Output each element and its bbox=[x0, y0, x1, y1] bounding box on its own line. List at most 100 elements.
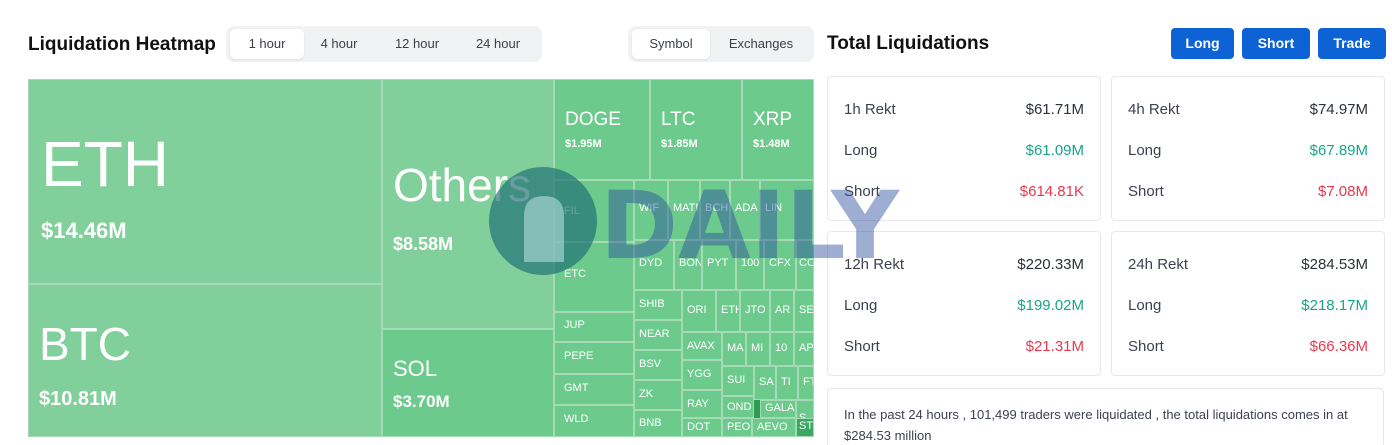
tile-value: $1.95M bbox=[565, 138, 602, 150]
heatmap-tile[interactable]: SA bbox=[754, 366, 776, 400]
tile-symbol: DOT bbox=[687, 421, 711, 433]
heatmap-tile[interactable]: AEVO bbox=[752, 418, 796, 437]
tile-value: $3.70M bbox=[393, 392, 450, 411]
tile-symbol: BTC bbox=[39, 318, 131, 370]
heatmap-tile[interactable]: ST bbox=[796, 418, 814, 437]
heatmap-tile[interactable]: PYT bbox=[702, 240, 736, 290]
heatmap-tile[interactable]: ZK bbox=[634, 380, 682, 410]
tile-symbol: XRP bbox=[753, 109, 793, 130]
tile-symbol: SA bbox=[759, 376, 774, 388]
short-value: $21.31M bbox=[1025, 338, 1084, 355]
long-value: $218.17M bbox=[1301, 297, 1368, 314]
heatmap-tile[interactable]: ETH $14.46M bbox=[28, 79, 382, 284]
heatmap-tile[interactable]: 10 bbox=[770, 332, 794, 366]
heatmap-tile[interactable]: DYD bbox=[634, 240, 674, 290]
heatmap-tile[interactable]: JUP bbox=[554, 312, 634, 342]
heatmap-tile[interactable]: ETH bbox=[716, 290, 740, 332]
tile-symbol: LIN bbox=[765, 202, 783, 214]
heatmap-tile[interactable]: SUI bbox=[722, 366, 754, 396]
tab-12-hour[interactable]: 12 hour bbox=[394, 36, 440, 51]
tab-4-hour[interactable]: 4 hour bbox=[320, 36, 358, 51]
short-value: $66.36M bbox=[1309, 338, 1368, 355]
heatmap-tile[interactable]: AP bbox=[794, 332, 814, 366]
heatmap-tile[interactable]: SHIB bbox=[634, 290, 682, 320]
heatmap-tile[interactable]: DOT bbox=[682, 418, 722, 437]
heatmap-tile[interactable]: SE bbox=[794, 290, 814, 332]
heatmap-tile[interactable]: BNB bbox=[634, 410, 682, 437]
tile-value: $10.81M bbox=[39, 388, 117, 410]
tile-symbol: BNB bbox=[639, 417, 662, 429]
tab-24-hour[interactable]: 24 hour bbox=[475, 36, 521, 51]
tab-symbol[interactable]: Symbol bbox=[632, 29, 710, 59]
short-label: Short bbox=[844, 338, 880, 355]
heatmap-tile[interactable]: GMT bbox=[554, 374, 634, 405]
heatmap-tile[interactable]: BCH bbox=[700, 180, 730, 240]
heatmap-tile[interactable]: JTO bbox=[740, 290, 770, 332]
tab-1-hour[interactable]: 1 hour bbox=[230, 29, 304, 59]
tile-symbol: RAY bbox=[687, 398, 709, 410]
tile-value: $14.46M bbox=[41, 218, 127, 243]
heatmap-tile[interactable]: SOL $3.70M bbox=[382, 329, 554, 437]
long-value: $67.89M bbox=[1309, 142, 1368, 159]
heatmap-tile[interactable]: CFX bbox=[764, 240, 796, 290]
heatmap-tile[interactable]: AVAX bbox=[682, 332, 722, 360]
total-liquidations-title: Total Liquidations bbox=[827, 33, 990, 54]
heatmap-tile[interactable]: OND bbox=[722, 396, 754, 418]
tile-symbol: BCH bbox=[705, 202, 729, 214]
heatmap-tile[interactable]: MATI bbox=[668, 180, 700, 240]
card-label: 1h Rekt bbox=[844, 101, 896, 118]
tile-symbol: CFX bbox=[769, 257, 791, 269]
heatmap-tile[interactable]: WIF bbox=[634, 180, 668, 240]
tile-symbol: FIL bbox=[564, 205, 580, 217]
tile-symbol: PEPE bbox=[564, 350, 594, 362]
heatmap-tile[interactable]: PEPE bbox=[554, 342, 634, 374]
heatmap-tile[interactable]: BON bbox=[674, 240, 702, 290]
tile-symbol: GALA bbox=[765, 402, 795, 414]
tile-symbol: ETH bbox=[721, 304, 739, 316]
heatmap-tile[interactable]: BTC $10.81M bbox=[28, 284, 382, 437]
tile-value: $8.58M bbox=[393, 234, 454, 254]
long-button[interactable]: Long bbox=[1171, 28, 1234, 59]
heatmap-tile[interactable]: DOGE $1.95M bbox=[554, 79, 650, 180]
tile-symbol: ETH bbox=[41, 128, 169, 200]
card-label: 12h Rekt bbox=[844, 256, 905, 273]
long-label: Long bbox=[844, 297, 878, 314]
view-mode-tabs: Symbol Exchanges bbox=[628, 26, 814, 62]
heatmap-tile[interactable]: LTC $1.85M bbox=[650, 79, 742, 180]
heatmap-tile[interactable]: GALA bbox=[760, 400, 796, 418]
heatmap-tile[interactable]: FIL bbox=[554, 180, 634, 242]
trade-button[interactable]: Trade bbox=[1318, 28, 1386, 59]
heatmap-tile[interactable]: WLD bbox=[554, 405, 634, 437]
heatmap-tile[interactable]: MI bbox=[746, 332, 770, 366]
heatmap-tile[interactable]: PEO bbox=[722, 418, 752, 437]
tile-symbol: MI bbox=[751, 342, 764, 354]
tile-symbol: LTC bbox=[661, 109, 696, 130]
short-value: $614.81K bbox=[1019, 183, 1084, 200]
tab-exchanges[interactable]: Exchanges bbox=[728, 36, 794, 51]
card-label: 4h Rekt bbox=[1128, 101, 1180, 118]
heatmap-tile[interactable]: BSV bbox=[634, 350, 682, 380]
tile-symbol: ADA bbox=[735, 202, 758, 214]
heatmap-tile[interactable]: XRP $1.48M bbox=[742, 79, 814, 180]
tile-symbol: CO bbox=[799, 257, 814, 269]
heatmap-tile[interactable]: ETC bbox=[554, 242, 634, 312]
tile-symbol: ZK bbox=[639, 388, 654, 400]
rekt-card-1h: 1h Rekt $61.71M Long $61.09M Short $614.81K bbox=[827, 76, 1101, 221]
heatmap-tile[interactable]: FT bbox=[798, 366, 814, 400]
heatmap-tile[interactable]: ORI bbox=[682, 290, 716, 332]
short-button[interactable]: Short bbox=[1242, 28, 1310, 59]
heatmap-tile[interactable]: LIN bbox=[760, 180, 814, 240]
heatmap-tile[interactable]: AR bbox=[770, 290, 794, 332]
heatmap-tile[interactable]: YGG bbox=[682, 360, 722, 390]
rekt-card-12h: 12h Rekt $220.33M Long $199.02M Short $21.3… bbox=[827, 231, 1101, 376]
heatmap-tile[interactable]: CO bbox=[796, 240, 814, 290]
long-label: Long bbox=[1128, 297, 1162, 314]
heatmap-tile[interactable]: ADA bbox=[730, 180, 760, 240]
heatmap-tile[interactable]: NEAR bbox=[634, 320, 682, 350]
heatmap-tile[interactable]: MA bbox=[722, 332, 746, 366]
rekt-card-4h: 4h Rekt $74.97M Long $67.89M Short $7.08M bbox=[1111, 76, 1385, 221]
heatmap-tile[interactable]: 100 bbox=[736, 240, 764, 290]
heatmap-tile[interactable]: TI bbox=[776, 366, 798, 400]
heatmap-tile[interactable]: RAY bbox=[682, 390, 722, 418]
heatmap-tile[interactable]: Others $8.58M bbox=[382, 79, 554, 329]
